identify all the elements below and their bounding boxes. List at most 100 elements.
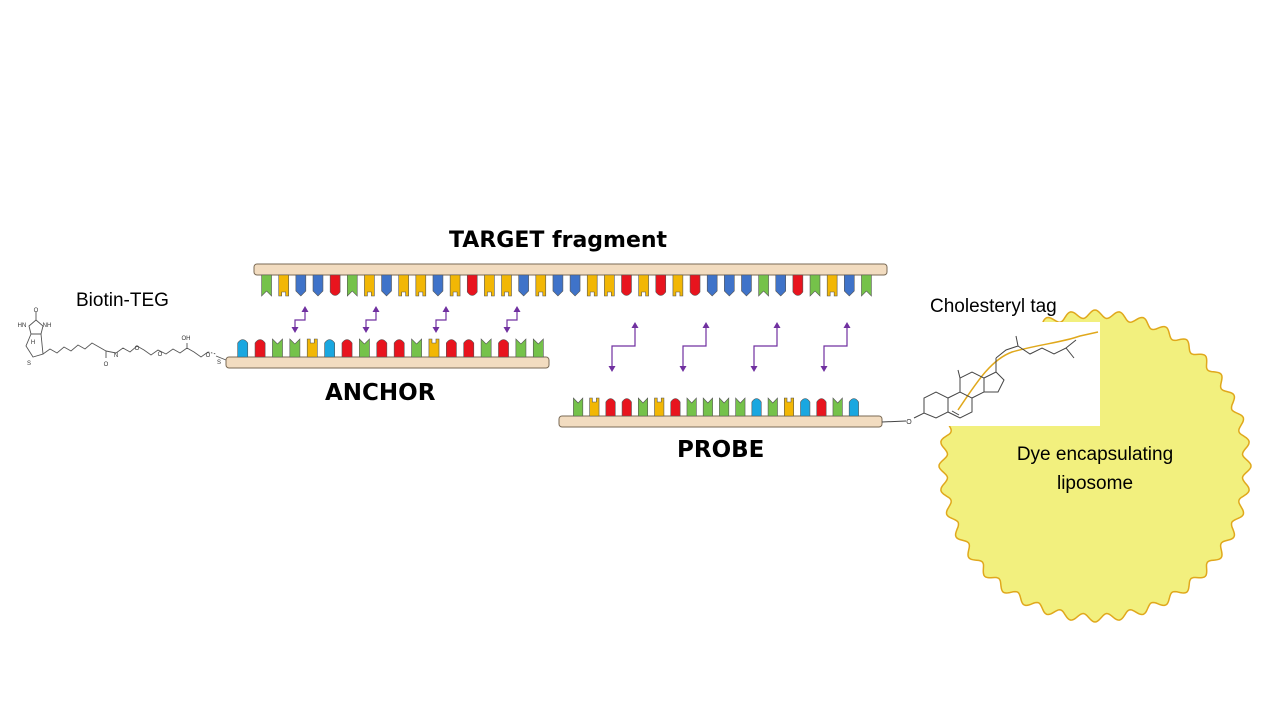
anchor-base-13 [463,339,475,358]
probe-base-9 [719,397,730,417]
probe-base-4 [637,397,649,417]
target-base-13 [484,274,495,297]
biotin-ureido-ring [28,319,44,335]
anchor-base-4 [306,338,318,358]
target-base-10 [432,274,444,297]
biotin-atom-label: H [31,340,35,346]
cholesteryl-tag-label: Cholesteryl tag [930,296,1057,317]
target-base-19 [586,274,598,297]
target-base-2 [295,274,307,297]
target-base-29 [758,274,769,297]
anchor-base-0 [237,339,249,358]
probe-base-12 [767,397,778,417]
hybridization-arrow [682,325,707,369]
hybridization-arrow [365,309,377,330]
anchor-base-10 [411,338,422,358]
biotin-atom-label: N [114,353,118,359]
anchor-base-15 [498,339,509,358]
probe-base-3 [621,398,632,417]
arrow-head [773,322,781,328]
sterol-ring-c [959,371,985,399]
target-base-8 [398,274,409,297]
target-base-4 [329,274,341,296]
probe-label: PROBE [677,437,765,463]
hybridization-arrow [506,309,518,330]
dna-strands [225,263,888,428]
anchor-label: ANCHOR [325,380,436,406]
biotin-atom-label: O [104,362,109,368]
probe-base-13 [783,397,795,417]
target-base-28 [741,274,752,297]
anchor-base-14 [480,338,492,358]
structure-backdrop [940,322,1100,426]
target-strand-backbone [253,263,888,276]
target-base-31 [792,274,804,296]
hybridization-arrow [823,325,848,369]
biotin-atom-label: NH [43,323,52,329]
target-base-23 [655,274,667,296]
target-base-9 [415,274,427,297]
target-base-12 [466,274,478,296]
liposome [938,309,1252,623]
target-base-34 [844,274,855,297]
target-base-1 [278,274,289,297]
arrow-head [291,327,299,333]
sterol-ring-b [947,391,973,419]
liposome-label: Dye encapsulating liposome [1016,444,1174,494]
anchor-base-16 [515,338,527,358]
target-fragment-label: TARGET fragment [449,228,668,253]
probe-base-2 [605,398,616,417]
hybridization-arrow [294,309,306,330]
anchor-base-6 [341,339,353,358]
arrow-head [702,322,710,328]
anchor-base-3 [289,338,301,358]
target-base-22 [638,274,649,297]
anchor-base-2 [272,338,283,358]
target-base-30 [775,274,787,297]
probe-strand-backbone [558,415,883,428]
probe-to-cholesterol-bond [881,420,907,423]
teg-linker [105,343,209,358]
cholesteryl-insertion-line [957,331,1099,411]
biotin-atom-label: O [34,308,39,314]
sterol-side-chain [995,339,1077,359]
hybridization-arrow [435,309,447,330]
probe-base-8 [702,397,713,417]
probe-base-7 [686,397,697,417]
target-base-17 [552,274,564,297]
probe-base-15 [816,398,827,417]
probe-base-5 [654,397,665,417]
target-base-24 [672,274,684,297]
arrow-head [301,306,309,312]
sterol-ring-a [913,391,949,419]
target-base-26 [706,274,718,297]
hybridization-arrow [611,325,636,369]
arrow-head [820,366,828,372]
anchor-base-17 [532,338,544,358]
biotin-atom-label: HN [18,323,27,329]
target-base-14 [501,274,512,297]
probe-base-17 [848,398,859,417]
target-base-32 [809,274,821,297]
target-base-6 [364,274,375,297]
probe-base-6 [670,398,681,417]
anchor-base-1 [254,339,266,358]
target-base-15 [518,274,529,297]
anchor-base-8 [376,339,388,358]
arrow-head [679,366,687,372]
biotin-teg-label: Biotin-TEG [76,290,169,311]
anchor-base-11 [428,338,440,358]
biotin-thiophane-ring [25,333,44,358]
probe-base-1 [589,397,600,417]
biotin-atom-label: S [27,361,31,367]
biotin-atom-label: S [217,360,221,366]
target-base-25 [689,274,701,296]
cholesterol-atom-label: O [906,419,912,426]
target-base-3 [312,274,324,297]
target-base-27 [724,274,735,297]
target-base-7 [381,274,392,297]
anchor-base-12 [446,339,457,358]
